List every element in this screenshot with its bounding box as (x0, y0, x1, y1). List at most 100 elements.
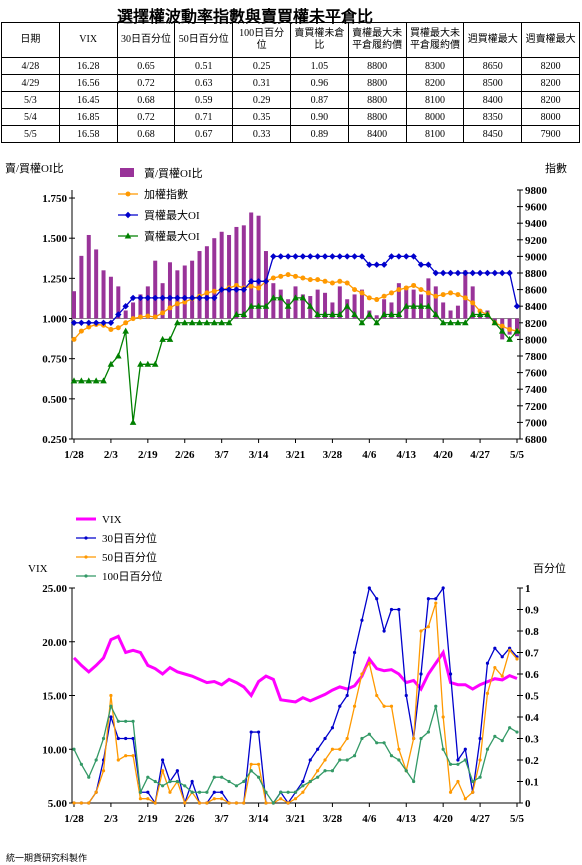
point (152, 294, 159, 302)
point (456, 762, 460, 766)
point (203, 294, 211, 302)
point (109, 693, 113, 698)
y2-axis-title: 指數 (545, 161, 567, 175)
bar (426, 278, 431, 319)
point (249, 769, 253, 773)
point (343, 253, 351, 260)
x-tick-label: 3/14 (249, 813, 269, 825)
point (124, 736, 128, 741)
point (92, 319, 100, 326)
legend-marker (84, 555, 88, 559)
point (271, 801, 275, 805)
point (249, 762, 253, 766)
point (410, 302, 417, 309)
y2-tick-label: 7000 (525, 417, 548, 429)
legend-label: 賣/買權OI比 (144, 166, 203, 180)
bar (507, 318, 512, 335)
bar (515, 318, 519, 337)
bar (256, 215, 261, 319)
series-line (74, 586, 518, 806)
legend-label: 30日百分位 (102, 531, 157, 545)
point (323, 769, 327, 773)
bar (359, 289, 364, 319)
x-tick-label: 4/13 (396, 449, 416, 461)
point (439, 269, 447, 277)
point (329, 280, 335, 286)
point (301, 790, 305, 794)
point (286, 801, 290, 805)
x-tick-label: 4/20 (433, 813, 453, 825)
series-line (72, 634, 518, 704)
point (137, 360, 144, 367)
point (210, 319, 218, 326)
point (70, 319, 78, 326)
point (375, 597, 379, 601)
x-tick-label: 2/19 (138, 449, 158, 461)
bar (352, 294, 357, 319)
point (345, 758, 349, 762)
bar (463, 270, 468, 319)
point (338, 758, 342, 762)
point (367, 661, 371, 665)
point (227, 779, 231, 784)
y2-axis-title: 百分位 (533, 561, 566, 575)
bar (441, 302, 446, 319)
point (515, 730, 519, 734)
point (330, 769, 335, 773)
point (478, 736, 482, 741)
y2-tick-label: 0.6 (525, 669, 539, 681)
point (463, 747, 467, 751)
point (70, 377, 78, 384)
point (183, 801, 187, 805)
point (262, 278, 270, 285)
point (434, 597, 438, 601)
point (233, 311, 240, 317)
point (485, 747, 490, 751)
point (153, 779, 157, 784)
point (277, 253, 284, 260)
x-tick-label: 2/3 (104, 449, 119, 461)
table-row: 5/3 16.45 0.68 0.59 0.29 0.87 8800 8100 8400 8200 (1, 91, 580, 109)
x-tick-label: 5/5 (510, 813, 525, 825)
point (425, 261, 432, 268)
point (116, 736, 120, 741)
bar (293, 286, 298, 319)
point (218, 319, 225, 326)
point (425, 290, 431, 296)
x-tick-label: 4/6 (362, 813, 377, 825)
point (425, 302, 432, 309)
bar (190, 260, 195, 319)
table-row: 4/29 16.56 0.72 0.63 0.31 0.96 8800 8200 8500 820… (1, 74, 580, 92)
bar (278, 289, 283, 319)
bar (315, 289, 320, 319)
point (285, 272, 291, 278)
point (249, 730, 253, 734)
point (301, 784, 305, 788)
point (322, 278, 328, 284)
point (196, 294, 203, 302)
y-tick-label: 10.00 (42, 744, 67, 756)
point (122, 327, 129, 334)
point (109, 704, 113, 708)
bar (455, 305, 460, 319)
bar (212, 238, 217, 319)
x-tick-label: 2/3 (104, 813, 119, 825)
point (277, 294, 285, 301)
point (256, 285, 262, 291)
legend-marker (84, 536, 88, 540)
point (396, 287, 402, 293)
point (292, 253, 299, 260)
x-tick-label: 1/28 (64, 449, 84, 461)
y-tick-label: 0.500 (42, 394, 67, 406)
point (321, 311, 329, 317)
point (462, 319, 469, 326)
point (78, 377, 85, 384)
point (153, 801, 157, 805)
point (159, 294, 166, 302)
y2-tick-label: 0.9 (525, 605, 539, 617)
point (366, 311, 373, 317)
bar (108, 276, 113, 319)
point (109, 715, 113, 719)
point (212, 790, 216, 794)
